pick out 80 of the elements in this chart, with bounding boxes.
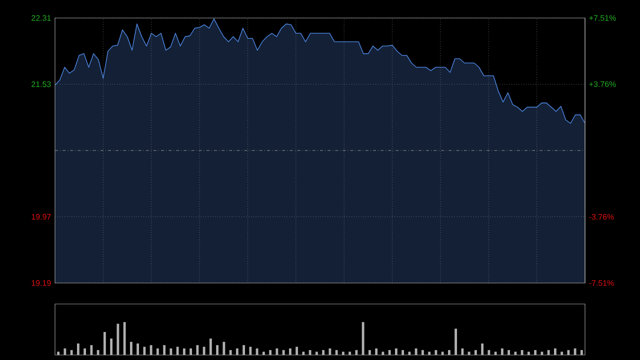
bar	[540, 352, 544, 355]
bar	[84, 348, 86, 355]
bar	[520, 350, 524, 355]
bar	[382, 352, 384, 355]
bar	[574, 348, 576, 355]
bar	[216, 345, 219, 355]
bar	[388, 350, 391, 355]
bar	[190, 348, 192, 355]
bar	[70, 350, 73, 355]
bar	[408, 352, 411, 355]
bar	[348, 352, 352, 355]
bar	[90, 345, 93, 355]
bar	[514, 352, 517, 355]
bar	[580, 350, 583, 355]
bar	[242, 345, 246, 355]
bar	[474, 350, 477, 355]
bar	[335, 350, 338, 355]
bar	[229, 350, 232, 355]
bar	[196, 345, 199, 355]
bar	[57, 352, 60, 355]
bar	[560, 352, 564, 355]
bar	[296, 346, 298, 355]
bar	[567, 350, 570, 355]
bar	[434, 350, 438, 355]
bar	[308, 350, 312, 355]
bar	[262, 352, 265, 355]
bar	[170, 348, 172, 355]
bar	[276, 348, 278, 355]
bar	[282, 350, 285, 355]
bar	[547, 350, 550, 355]
bar	[508, 350, 510, 355]
bar	[554, 348, 556, 355]
bar	[534, 350, 537, 355]
bar	[322, 350, 325, 355]
bar	[402, 350, 404, 355]
bar	[236, 348, 238, 355]
bar	[103, 332, 106, 355]
bar	[375, 348, 378, 355]
bar	[461, 348, 464, 355]
bar	[156, 348, 159, 355]
bar	[123, 322, 126, 355]
bar	[302, 352, 305, 355]
bar	[163, 345, 166, 355]
bar	[328, 348, 332, 355]
bar	[110, 338, 113, 355]
bar	[176, 346, 179, 355]
bar	[441, 352, 444, 355]
bar	[182, 348, 186, 355]
bar	[76, 343, 80, 355]
bar	[448, 350, 450, 355]
bar	[468, 352, 470, 355]
bar	[130, 342, 132, 355]
bar	[355, 350, 358, 355]
bar	[342, 352, 344, 355]
bar	[454, 328, 458, 355]
bar	[269, 350, 272, 355]
bar	[527, 352, 530, 355]
bar	[315, 352, 318, 355]
bar	[64, 348, 66, 355]
bar	[96, 350, 100, 355]
bar	[249, 346, 252, 355]
bar	[209, 338, 212, 355]
bar	[222, 342, 226, 355]
bar	[481, 343, 484, 355]
bar	[288, 348, 292, 355]
bar	[202, 346, 206, 355]
bar	[414, 348, 418, 355]
bar	[394, 348, 398, 355]
bar	[500, 348, 504, 355]
bar	[116, 324, 120, 355]
bar	[256, 348, 258, 355]
bar	[368, 350, 371, 355]
bar	[488, 350, 490, 355]
bar	[150, 345, 152, 355]
bar	[494, 352, 497, 355]
bar	[362, 322, 364, 355]
bar	[421, 350, 424, 355]
bar	[143, 346, 146, 355]
bar	[428, 352, 431, 355]
bar	[136, 343, 140, 355]
